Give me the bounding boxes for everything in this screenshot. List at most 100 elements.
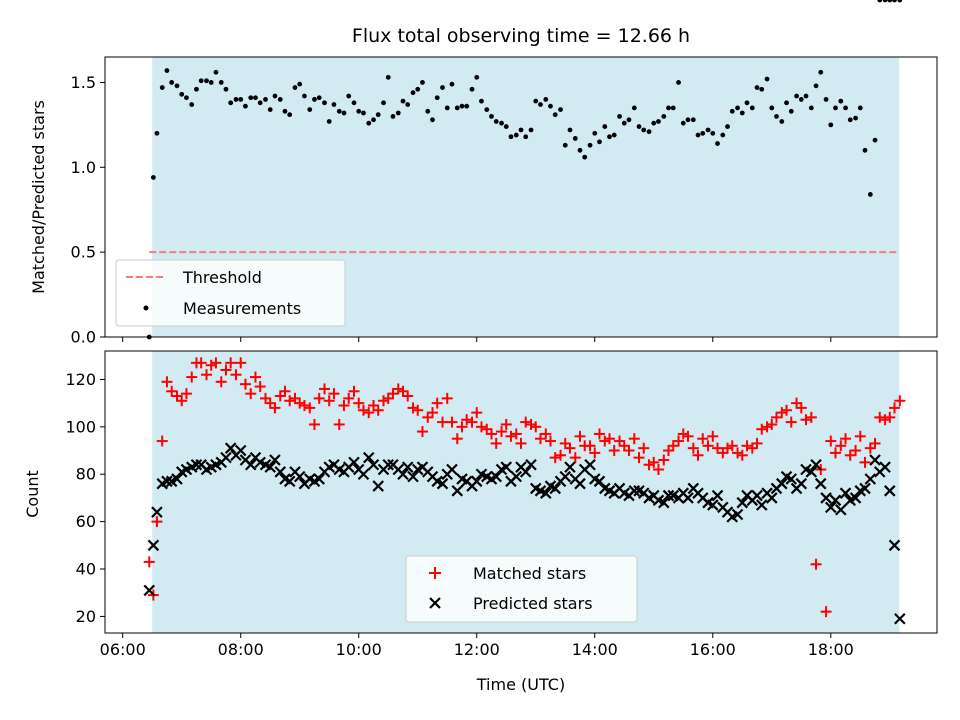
matched-star-point bbox=[874, 411, 886, 423]
matched-star-point bbox=[840, 433, 852, 445]
measurement-point bbox=[710, 130, 716, 136]
predicted-star-point bbox=[190, 458, 203, 471]
matched-star-point bbox=[284, 395, 296, 407]
measurement-point bbox=[316, 95, 322, 101]
measurement-point bbox=[562, 142, 568, 148]
measurement-point bbox=[292, 85, 298, 90]
matched-star-point bbox=[249, 371, 261, 383]
matched-star-point bbox=[879, 414, 891, 426]
measurement-point bbox=[405, 102, 411, 107]
matched-star-point bbox=[628, 433, 640, 445]
measurement-point bbox=[813, 83, 819, 89]
measurement-point bbox=[282, 108, 288, 114]
matched-star-point bbox=[697, 433, 709, 445]
matched-star-point bbox=[726, 440, 738, 452]
measurement-point bbox=[508, 134, 514, 140]
top-y-axis-ticks: 0.0 0.5 1.0 1.5 bbox=[71, 73, 105, 347]
matched-star-point bbox=[437, 416, 449, 428]
measurement-point bbox=[774, 113, 779, 119]
matched-star-point bbox=[889, 402, 901, 414]
matched-star-point bbox=[545, 435, 557, 447]
matched-star-point bbox=[353, 397, 365, 409]
measurement-point bbox=[189, 102, 195, 107]
predicted-star-point bbox=[574, 477, 586, 490]
measurement-point bbox=[882, 0, 888, 3]
measurement-point bbox=[715, 141, 720, 146]
matched-star-point bbox=[402, 390, 414, 402]
predicted-star-point bbox=[401, 461, 414, 473]
matched-star-point bbox=[825, 435, 837, 447]
measurement-point bbox=[833, 105, 838, 111]
matched-star-point bbox=[618, 440, 630, 452]
matched-star-point bbox=[471, 407, 483, 419]
x-tick-label: 14:00 bbox=[572, 640, 618, 659]
predicted-star-point bbox=[805, 466, 818, 478]
predicted-star-point bbox=[397, 468, 409, 481]
x-tick-label: 06:00 bbox=[100, 640, 146, 659]
predicted-star-point bbox=[839, 487, 852, 499]
measurement-point bbox=[798, 97, 804, 102]
matched-star-point bbox=[559, 437, 571, 449]
matched-star-point bbox=[446, 416, 458, 428]
predicted-star-point bbox=[810, 458, 822, 471]
measurement-point bbox=[558, 107, 563, 113]
matched-star-point bbox=[490, 437, 502, 449]
matched-star-point bbox=[510, 428, 522, 440]
matched-star-point bbox=[333, 418, 345, 430]
predicted-star-point bbox=[776, 477, 788, 490]
predicted-star-point bbox=[151, 506, 163, 518]
measurement-point bbox=[892, 0, 897, 3]
matched-star-point bbox=[264, 397, 276, 409]
predicted-star-point bbox=[864, 473, 877, 485]
measurement-point bbox=[877, 0, 883, 3]
measurement-point bbox=[479, 98, 484, 104]
predicted-star-point bbox=[407, 470, 419, 483]
measurement-point bbox=[725, 124, 730, 129]
measurement-point bbox=[651, 120, 657, 126]
matched-star-point bbox=[569, 452, 581, 464]
measurement-point bbox=[169, 80, 175, 85]
measurement-point bbox=[493, 119, 499, 124]
matched-star-point bbox=[633, 452, 645, 464]
measurement-point bbox=[272, 93, 278, 99]
matched-star-point bbox=[143, 556, 155, 568]
matched-star-point bbox=[475, 421, 487, 433]
predicted-star-point bbox=[446, 463, 458, 476]
measurement-point bbox=[434, 95, 440, 101]
matched-star-point bbox=[225, 357, 237, 369]
measurement-point bbox=[676, 80, 681, 85]
measurement-point bbox=[597, 139, 602, 145]
measurement-point bbox=[375, 112, 381, 118]
measurement-point bbox=[218, 80, 224, 85]
measurement-point bbox=[415, 86, 421, 92]
predicted-star-point bbox=[147, 539, 160, 552]
measurement-point bbox=[474, 74, 480, 80]
x-axis-label: Time (UTC) bbox=[476, 675, 565, 694]
measurement-point bbox=[803, 93, 809, 99]
matched-star-point bbox=[599, 435, 611, 447]
measurement-point bbox=[184, 95, 189, 101]
matched-star-point bbox=[702, 440, 714, 452]
measurement-point bbox=[204, 78, 209, 84]
predicted-star-point bbox=[829, 494, 842, 507]
matched-star-point bbox=[584, 440, 596, 452]
matched-star-point bbox=[274, 390, 286, 402]
predicted-star-point bbox=[540, 487, 552, 499]
bottom-y-axis-label: Count bbox=[23, 470, 42, 518]
matched-star-point bbox=[367, 400, 379, 412]
matched-star-point bbox=[732, 447, 744, 459]
measurement-point bbox=[661, 113, 667, 119]
bottom-y-axis-ticks: 20 40 60 80 100 120 bbox=[65, 370, 105, 626]
legend-matched-label: Matched stars bbox=[473, 564, 586, 583]
measurement-point bbox=[159, 85, 165, 90]
measurement-point bbox=[277, 97, 283, 102]
predicted-star-point bbox=[234, 444, 247, 457]
predicted-star-point bbox=[859, 482, 871, 495]
top-legend-box bbox=[115, 259, 346, 327]
matched-star-point bbox=[328, 388, 340, 400]
measurement-point bbox=[867, 192, 873, 197]
predicted-star-point bbox=[470, 475, 483, 488]
matched-star-point bbox=[894, 395, 906, 407]
y-tick-label: 40 bbox=[76, 560, 96, 579]
matched-star-point bbox=[854, 430, 866, 442]
